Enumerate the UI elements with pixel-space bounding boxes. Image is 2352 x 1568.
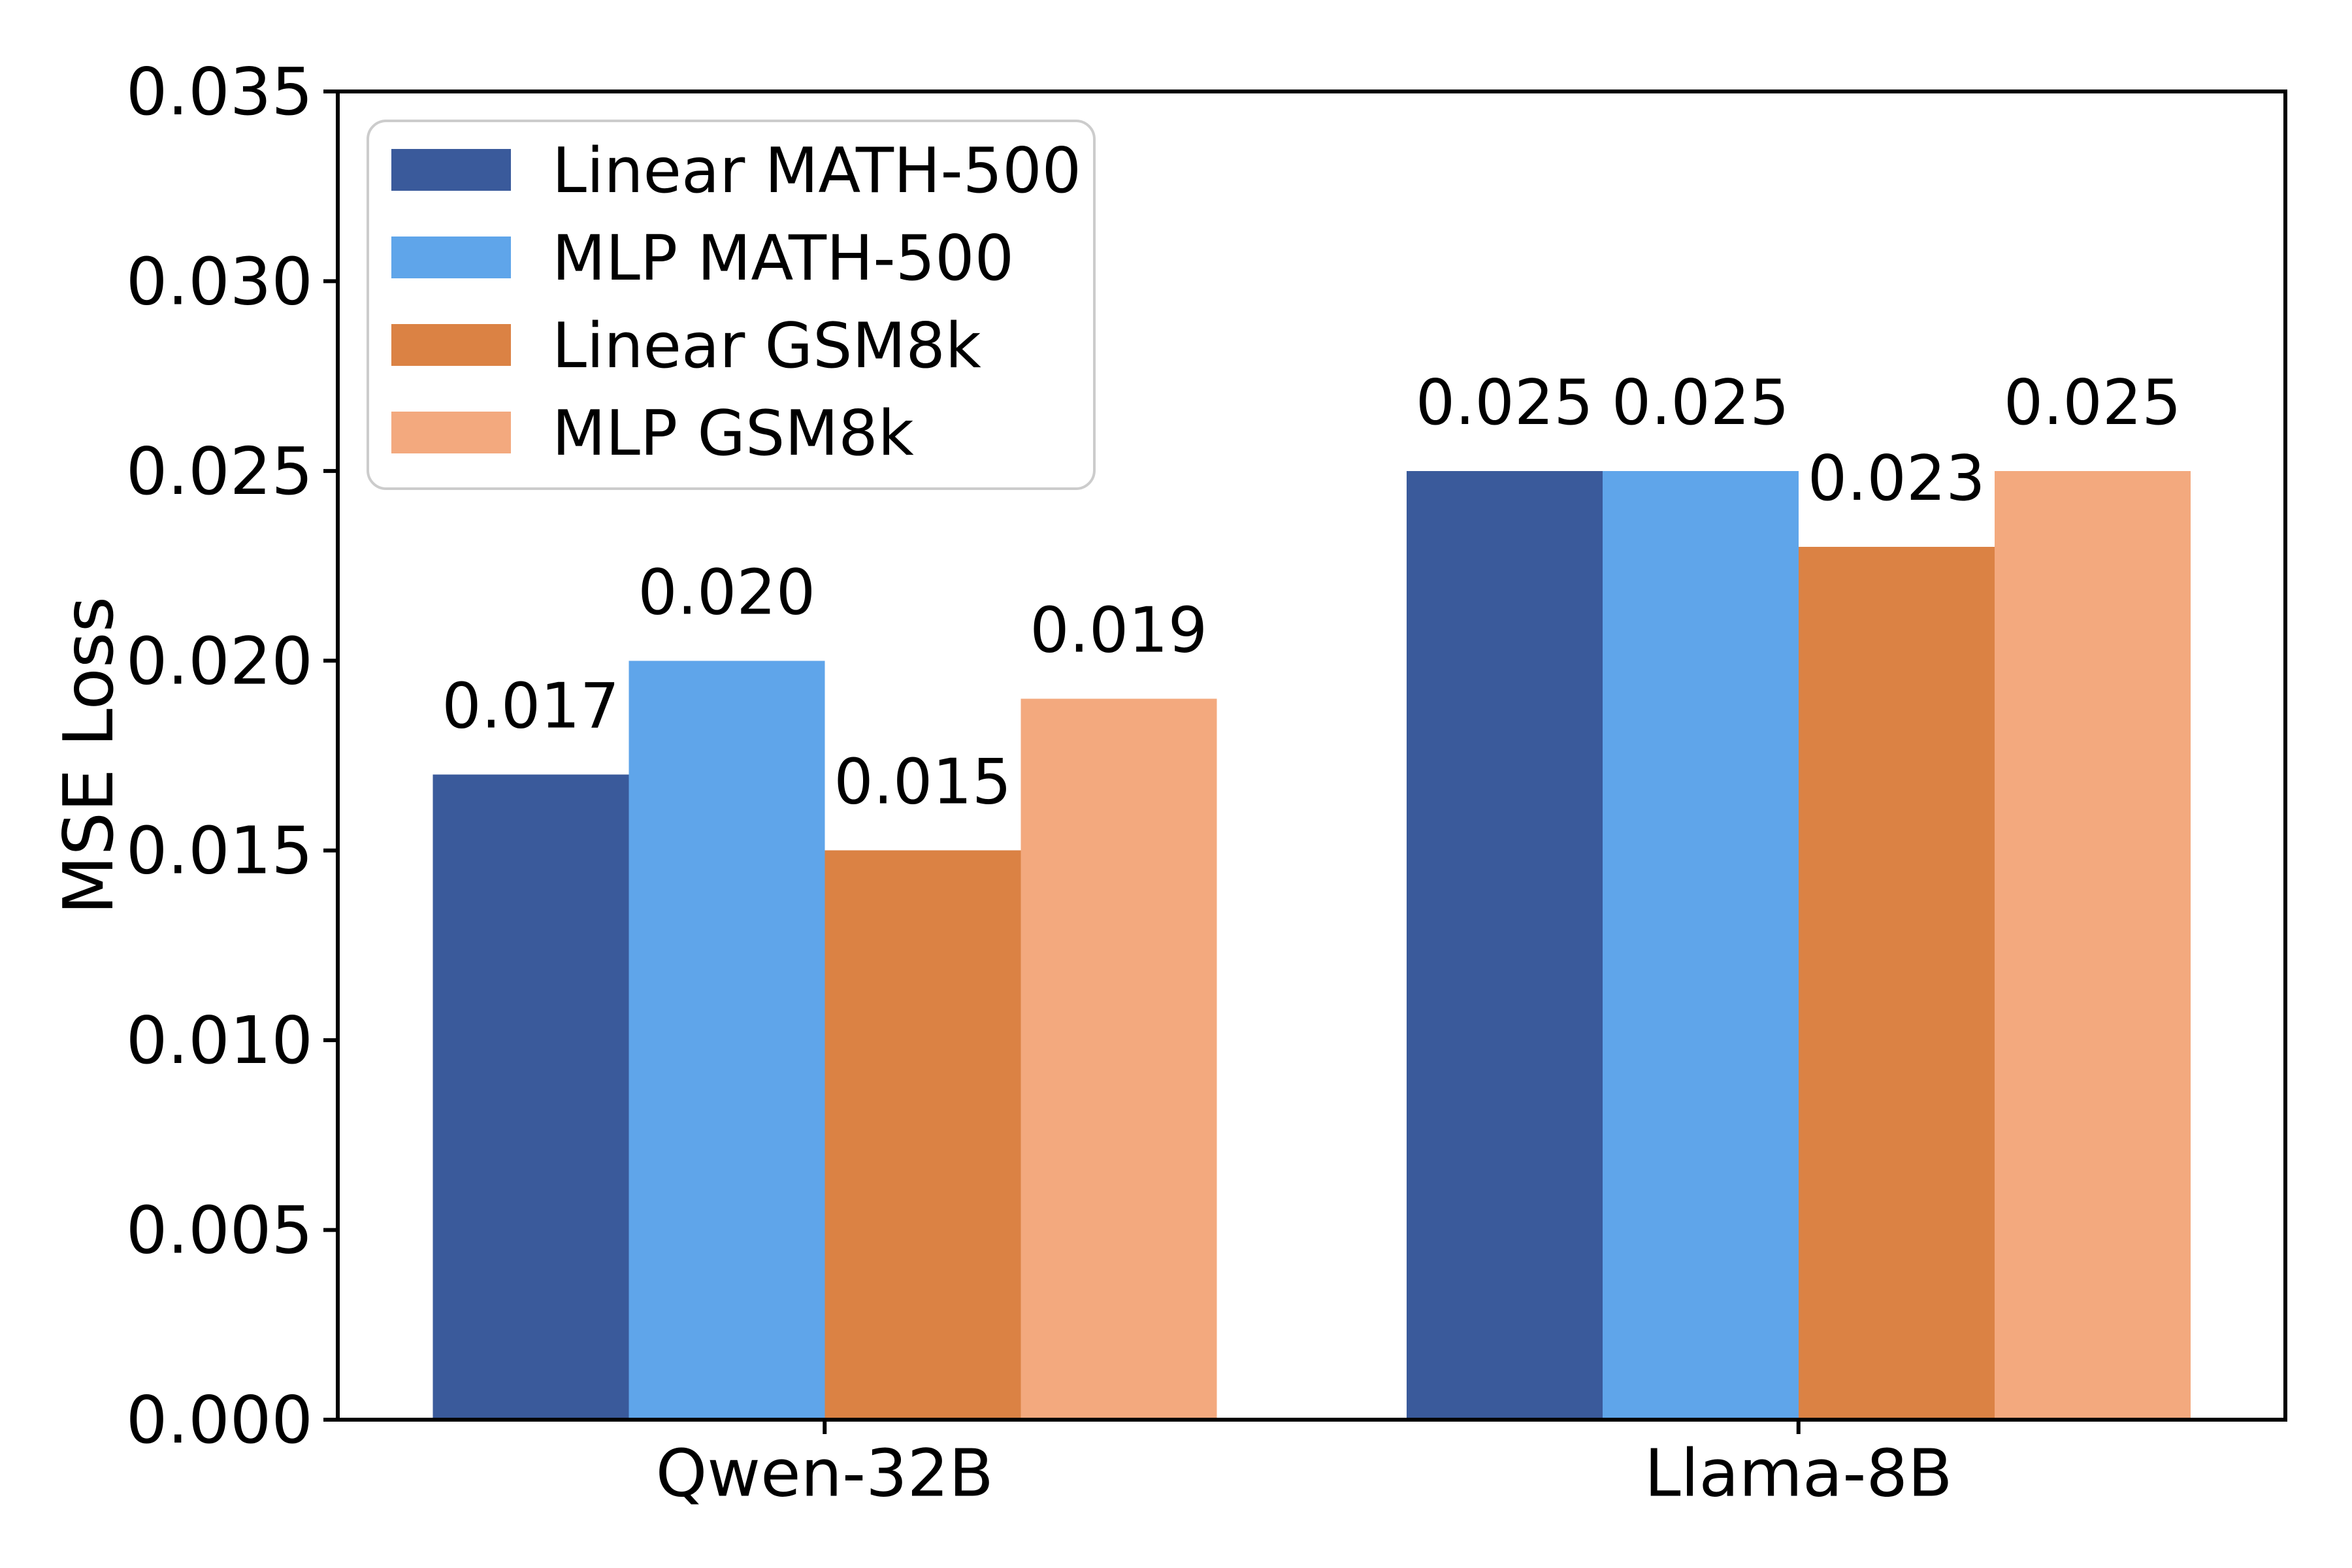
y-axis-tick-label: 0.020 [126,623,313,699]
bar [629,661,825,1420]
y-axis-tick-label: 0.000 [126,1382,313,1458]
bar-value-label: 0.025 [1416,367,1593,439]
y-axis-tick-label: 0.035 [126,54,313,130]
legend-label: MLP GSM8k [552,398,914,470]
y-axis-tick-label: 0.010 [126,1002,313,1079]
legend [367,120,1096,490]
bar [1406,470,1603,1420]
plot-border [336,90,2287,1422]
legend-swatch [391,324,511,366]
y-axis-tick-label: 0.025 [126,433,313,510]
legend-label: Linear GSM8k [552,310,981,382]
bar [1994,470,2191,1420]
legend-label: MLP MATH-500 [552,223,1014,295]
bar [1021,698,1217,1420]
legend-swatch [391,149,511,191]
y-axis-label: MSE Loss [49,596,129,915]
x-axis-tick-label: Llama-8B [1644,1435,1953,1511]
x-axis-tick-label: Qwen-32B [656,1435,994,1511]
bar-value-label: 0.025 [1612,367,1789,439]
legend-swatch [391,237,511,278]
y-axis-tick-label: 0.015 [126,813,313,889]
bar-value-label: 0.025 [2004,367,2181,439]
bar [1602,470,1799,1420]
y-axis-tick-label: 0.005 [126,1192,313,1269]
bar-value-label: 0.020 [638,557,815,629]
bar [825,850,1021,1420]
y-axis-tick-label: 0.030 [126,243,313,319]
legend-label: Linear MATH-500 [552,135,1081,207]
bar [1798,547,1995,1420]
bar [433,774,629,1420]
bar-value-label: 0.023 [1808,443,1985,515]
bar-value-label: 0.015 [834,747,1011,819]
bar-value-label: 0.017 [442,671,619,743]
legend-swatch [391,412,511,453]
bar-value-label: 0.019 [1030,595,1207,666]
